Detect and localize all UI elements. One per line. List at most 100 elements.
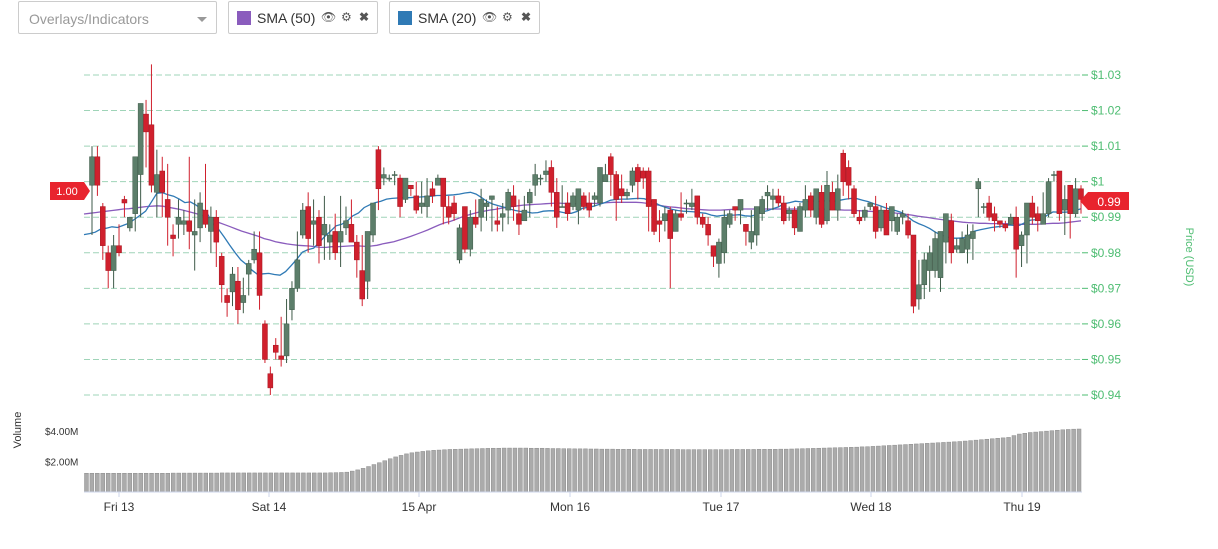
- volume-bar: [1017, 433, 1022, 493]
- candle-body: [127, 216, 133, 229]
- candle-body: [570, 195, 576, 207]
- candle-body: [478, 199, 484, 218]
- volume-bar: [480, 448, 485, 493]
- volume-bar: [952, 441, 957, 493]
- volume-bar: [366, 466, 371, 493]
- volume-bar: [637, 449, 642, 493]
- volume-bar: [670, 449, 675, 493]
- candle-body: [1078, 188, 1084, 200]
- candle-body: [472, 216, 479, 225]
- volume-bar: [339, 472, 344, 493]
- volume-bar: [550, 448, 556, 493]
- candle-body: [602, 174, 609, 182]
- close-icon[interactable]: ✖: [359, 10, 370, 24]
- price-tick-label: $1.01: [1091, 139, 1121, 153]
- volume-bar: [100, 472, 105, 493]
- volume-bar: [642, 449, 648, 493]
- candle-body: [251, 248, 257, 261]
- candle-body: [516, 213, 522, 225]
- volume-bar: [811, 448, 816, 493]
- volume-bar: [425, 450, 431, 493]
- eye-icon[interactable]: 👁: [482, 10, 498, 24]
- price-tick-label: $1.02: [1091, 104, 1121, 118]
- x-tick-label: Fri 13: [104, 500, 135, 514]
- volume-bar: [854, 446, 859, 493]
- volume-bar: [252, 472, 257, 493]
- candle-body: [672, 213, 679, 232]
- candle-body: [635, 167, 641, 182]
- gear-icon[interactable]: ⚙: [341, 10, 352, 24]
- close-icon[interactable]: ✖: [521, 10, 532, 24]
- candle-body: [916, 284, 922, 300]
- candle-body: [272, 344, 279, 353]
- candle-body: [991, 213, 998, 222]
- candle-body: [532, 174, 538, 186]
- overlays-indicators-dropdown[interactable]: Overlays/Indicators: [18, 1, 217, 34]
- candle-body: [624, 192, 630, 197]
- volume-bar: [924, 443, 930, 493]
- candle-body: [429, 188, 436, 197]
- volume-bar: [1006, 437, 1011, 493]
- candle-body: [89, 156, 95, 186]
- volume-bar: [122, 472, 127, 493]
- indicator-label-sma20: SMA (20): [418, 10, 477, 26]
- volume-bar: [442, 449, 447, 493]
- volume-bar: [1022, 433, 1028, 493]
- candle-body: [170, 234, 176, 239]
- candle-body: [770, 195, 776, 200]
- volume-bar: [415, 451, 420, 493]
- candle-body: [948, 220, 955, 254]
- candle-body: [786, 209, 792, 214]
- volume-bar: [1000, 437, 1006, 493]
- candle-body: [905, 220, 911, 236]
- candle-body: [510, 195, 517, 207]
- candle-body: [354, 241, 360, 261]
- volume-bar: [523, 447, 529, 493]
- volume-bar: [664, 449, 670, 493]
- volume-bar: [1028, 432, 1033, 493]
- candle-body: [197, 202, 203, 229]
- candle-body: [980, 206, 987, 208]
- eye-icon[interactable]: 👁: [321, 10, 337, 24]
- volume-bar: [990, 438, 995, 493]
- sma50-series: [83, 201, 1082, 249]
- gear-icon[interactable]: ⚙: [502, 10, 513, 24]
- last-price-label: 0.99: [1097, 195, 1121, 209]
- volume-bar: [89, 472, 95, 493]
- volume-bar: [697, 449, 702, 493]
- volume-bar: [203, 472, 208, 493]
- candle-body: [781, 202, 787, 222]
- volume-bar: [545, 448, 550, 493]
- candle-body: [418, 202, 425, 207]
- volume-bar: [686, 449, 691, 493]
- candle-body: [1072, 188, 1079, 214]
- volume-bar: [501, 447, 507, 493]
- volume-bar: [447, 449, 453, 493]
- volume-bar: [187, 472, 192, 493]
- volume-bar: [979, 439, 984, 493]
- volume-bar: [436, 449, 442, 493]
- candle-body: [867, 202, 873, 207]
- candle-body: [435, 177, 441, 186]
- candle-body: [721, 216, 728, 254]
- volume-bar: [935, 442, 941, 493]
- candle-body: [889, 206, 895, 222]
- volume-bar: [849, 447, 854, 493]
- volume-bar: [219, 472, 225, 493]
- candle-body: [694, 195, 701, 218]
- candle-body: [424, 195, 430, 207]
- indicator-toolbar: Overlays/Indicators SMA (50) 👁 ⚙ ✖ SMA (…: [0, 0, 1218, 36]
- volume-bar: [431, 450, 436, 493]
- volume-bar: [821, 447, 827, 493]
- volume-bar: [800, 448, 805, 493]
- candle-body: [862, 209, 868, 218]
- candle-body: [121, 199, 128, 204]
- price-tick-label: $1.03: [1091, 68, 1121, 82]
- volume-bar: [241, 472, 246, 493]
- volume-bar: [268, 472, 274, 493]
- volume-bar: [794, 448, 800, 493]
- volume-bar: [708, 449, 713, 493]
- candle-body: [926, 252, 933, 271]
- volume-bar: [154, 472, 160, 493]
